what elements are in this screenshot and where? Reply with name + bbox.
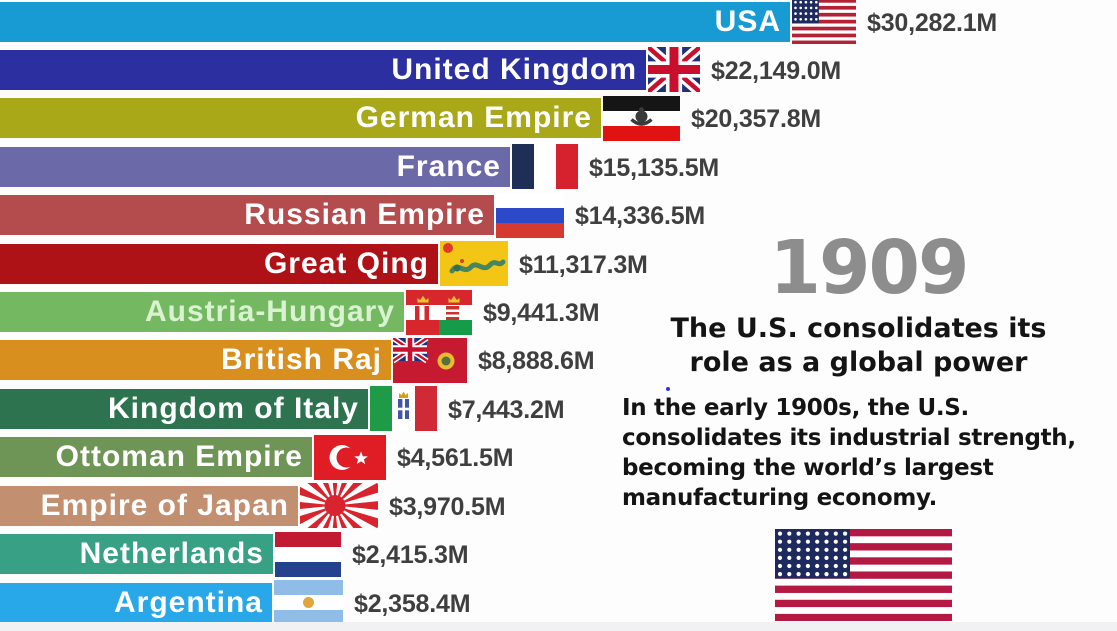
bar-row: British Raj $8,888.6M [0,337,1117,383]
country-bar: Kingdom of Italy [0,388,368,429]
netherlands-flag-icon [275,531,341,577]
country-bar: Empire of Japan [0,485,298,526]
body-text: In the early 1900s, the U.S. consolidate… [622,393,1076,513]
headline: The U.S. consolidates its role as a glob… [600,312,1117,380]
great-qing-flag-icon [440,241,508,287]
value-label: $2,358.4M [354,589,471,618]
russian-empire-flag-icon [496,192,564,238]
value-label: $8,888.6M [478,347,595,376]
value-label: $9,441.3M [483,299,600,328]
austria-hungary-flag-icon [406,289,472,335]
country-label: Netherlands [79,537,264,571]
country-bar: Argentina [0,582,272,623]
country-label: Austria-Hungary [144,295,395,329]
france-flag-icon [512,144,578,190]
country-bar: British Raj [0,340,391,381]
country-label: Great Qing [263,246,429,280]
country-bar: France [0,146,510,187]
value-label: $30,282.1M [867,8,998,37]
value-label: $2,415.3M [352,541,469,570]
headline-line: role as a global power [689,347,1028,378]
country-bar: Ottoman Empire [0,437,312,478]
country-bar: Russian Empire [0,195,494,236]
value-label: $11,317.3M [519,250,648,279]
ottoman-empire-flag-icon [314,434,386,480]
british-raj-flag-icon [393,337,467,383]
stray-pixel-dot [666,387,670,391]
united-kingdom-flag-icon [648,47,700,93]
value-label: $3,970.5M [389,492,506,521]
country-bar: Austria-Hungary [0,292,404,333]
country-label: Argentina [113,585,263,619]
bar-row: Russian Empire $14,336.5M [0,192,1117,238]
value-label: $22,149.0M [711,56,842,85]
argentina-flag-icon [274,580,343,626]
bar-row: France $15,135.5M [0,144,1117,190]
german-empire-flag-icon [603,95,680,141]
value-label: $7,443.2M [448,395,565,424]
headline-line: The U.S. consolidates its [670,313,1047,344]
body-line: manufacturing economy. [622,485,938,511]
value-label: $15,135.5M [589,153,720,182]
bar-row: German Empire $20,357.8M [0,95,1117,141]
bar-row: Austria-Hungary $9,441.3M [0,289,1117,335]
country-label: Kingdom of Italy [108,391,359,425]
value-label: $4,561.5M [397,444,514,473]
bar-row: Netherlands $2,415.3M [0,531,1117,577]
bar-row: Great Qing $11,317.3M [0,241,1117,287]
bar-row: Kingdom of Italy $7,443.2M [0,386,1117,432]
value-label: $14,336.5M [575,202,706,231]
country-label: British Raj [220,343,382,377]
country-label: Russian Empire [244,198,485,232]
kingdom-of-italy-flag-icon [370,386,437,432]
bar-row: Ottoman Empire $4,561.5M [0,434,1117,480]
country-label: Ottoman Empire [55,440,303,474]
country-bar: United Kingdom [0,49,646,90]
bar-row: Argentina $2,358.4M [0,580,1117,626]
country-label: France [396,149,501,183]
bar-row: United Kingdom $22,149.0M [0,47,1117,93]
usa-flag-large-icon [775,529,952,621]
country-bar: Netherlands [0,534,273,575]
bar-row: USA $30,282.1M [0,0,1117,44]
country-bar: USA [0,1,790,42]
usa-flag-icon [792,0,856,44]
body-line: In the early 1900s, the U.S. [622,395,969,421]
year-label: 1909 [769,225,970,311]
empire-of-japan-flag-icon [300,483,378,529]
country-label: Empire of Japan [40,488,289,522]
country-label: United Kingdom [391,52,637,86]
bar-row: Empire of Japan $3,970.5M [0,483,1117,529]
body-line: becoming the world’s largest [622,455,994,481]
country-bar: Great Qing [0,243,438,284]
bottom-axis-strip [0,622,1117,631]
body-line: consolidates its industrial strength, [622,425,1076,451]
country-bar: German Empire [0,98,601,139]
country-label: German Empire [355,101,592,135]
value-label: $20,357.8M [691,105,822,134]
country-label: USA [714,4,781,38]
